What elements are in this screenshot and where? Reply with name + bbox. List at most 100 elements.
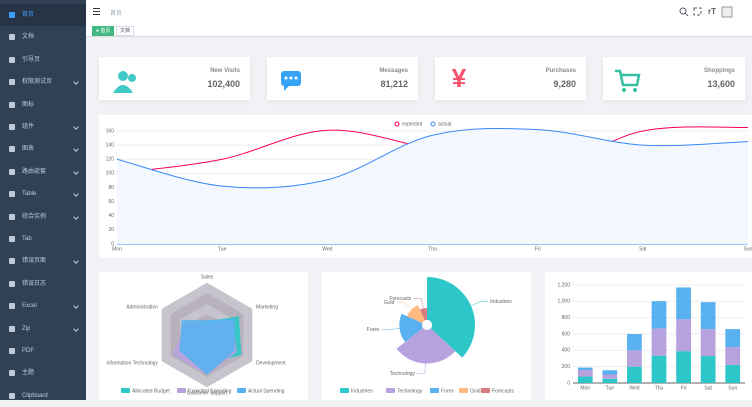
bar-segment: [577, 367, 593, 371]
legend-label: Gold: [470, 388, 481, 394]
line: [116, 127, 749, 189]
menu-item[interactable]: 错误页面: [0, 250, 86, 272]
menu-icon: [9, 213, 15, 220]
menu-icon: [9, 325, 15, 332]
fullscreen-icon[interactable]: [693, 7, 702, 16]
area: [117, 128, 748, 244]
card-value: 13,600: [707, 79, 735, 89]
stat-card: New Visits 102,400: [99, 57, 250, 100]
menu-item[interactable]: Table: [0, 183, 86, 205]
pie-slice: [399, 313, 424, 342]
menu-label: 权限测试页: [22, 79, 53, 86]
menu-item[interactable]: 路由嵌套: [0, 161, 86, 183]
menu-icon: [9, 79, 15, 86]
y-tick-label: 140: [106, 142, 115, 148]
navbar: 首页 rT: [86, 0, 752, 24]
pie-slice: [419, 307, 427, 321]
tag[interactable]: 文档: [116, 26, 135, 36]
avatar[interactable]: [721, 6, 733, 18]
breadcrumb: 首页: [110, 11, 123, 17]
menu-item[interactable]: 图标: [0, 94, 86, 116]
menu-arrow: [73, 191, 79, 198]
line-chart: 0 20 40 60 80 100 120 140 160 Mon Tue Wed Thu Fri Sat S…: [106, 121, 752, 252]
slice-label: Technology: [390, 371, 416, 377]
pie-chart: Industries Industries Technology Technology…: [340, 277, 514, 394]
menu-label: 图标: [22, 101, 35, 108]
y-tick-label: 400: [562, 348, 571, 354]
menu-icon: [9, 124, 15, 130]
legend-marker: [481, 388, 490, 393]
x-tick-label: Thu: [655, 385, 664, 391]
legend-marker: [386, 388, 395, 393]
menu-item[interactable]: 引导页: [0, 49, 86, 71]
menu-icon: [9, 168, 15, 175]
menu-arrow: [73, 168, 79, 175]
menu-label: 路由嵌套: [22, 168, 47, 175]
x-tick-label: Tue: [218, 246, 227, 252]
label-line: [413, 298, 424, 309]
bar-segment: [602, 378, 618, 383]
menu-label: 错误页面: [22, 258, 47, 265]
y-tick-label: 800: [562, 315, 571, 321]
hamburger[interactable]: [93, 8, 100, 9]
y-tick-label: 40: [108, 213, 114, 219]
menu-item[interactable]: 文档: [0, 26, 86, 48]
menu-item[interactable]: 图表: [0, 138, 86, 160]
menu-item[interactable]: 组件: [0, 116, 86, 138]
menu-label: Excel: [22, 303, 37, 310]
card-icon: [113, 71, 136, 93]
bar-segment: [602, 374, 618, 379]
menu-icon: [9, 280, 15, 287]
tag-label: 首页: [100, 28, 111, 34]
card-label: Messages: [379, 68, 408, 74]
menu-item[interactable]: Excel: [0, 295, 86, 317]
menu-arrow: [73, 146, 79, 153]
label-line: [416, 363, 426, 374]
legend-label: Technology: [397, 388, 423, 394]
menu-item[interactable]: Tab: [0, 228, 86, 250]
menu-arrow: [73, 79, 79, 86]
line-panel: 0 20 40 60 80 100 120 140 160 Mon Tue Wed Thu Fri Sat S…: [99, 115, 752, 258]
tag[interactable]: ● 首页: [92, 26, 115, 36]
menu-label: 组件: [22, 124, 35, 130]
menu-item[interactable]: PDF: [0, 340, 86, 362]
bar-segment: [725, 329, 741, 348]
menu-item[interactable]: 错误日志: [0, 273, 86, 295]
card-label: New Visits: [210, 68, 240, 74]
bar-segment: [676, 319, 691, 352]
card-value: 9,280: [553, 79, 576, 89]
menu-label: Clipboard: [22, 392, 48, 399]
menu-icon: [9, 348, 15, 354]
legend-label: Forex: [441, 388, 454, 394]
menu-item[interactable]: 权限测试页: [0, 71, 86, 93]
menu-item[interactable]: Zip: [0, 318, 86, 340]
x-tick-label: Sat: [639, 246, 647, 252]
bar-segment: [627, 366, 642, 383]
card-label: Purchases: [545, 68, 576, 74]
x-tick-label: Wed: [629, 385, 639, 391]
bar-segment: [651, 355, 667, 383]
card-value: 102,400: [207, 79, 240, 89]
bar-segment: [651, 301, 667, 329]
menu-label: 主题: [22, 370, 35, 377]
size-icon[interactable]: rT: [708, 7, 716, 16]
menu-icon: [9, 146, 15, 153]
slice-label: Industries: [490, 299, 512, 305]
pie-hole: [422, 320, 432, 330]
menu-item[interactable]: 首页: [0, 4, 86, 26]
legend-marker: [121, 388, 130, 393]
menu-item[interactable]: 主题: [0, 362, 86, 384]
bar-segment: [700, 302, 716, 330]
menu-icon: [9, 303, 15, 310]
menu-icon: [9, 34, 15, 41]
radar-indicator: Marketing: [256, 304, 278, 310]
menu-arrow: [73, 325, 79, 332]
menu-item[interactable]: 综合实例: [0, 206, 86, 228]
menu-item[interactable]: Clipboard: [0, 385, 86, 407]
x-tick-label: Tue: [606, 385, 615, 391]
search-icon[interactable]: [679, 7, 687, 15]
menu-icon: [9, 191, 15, 198]
legend-label: Industries: [351, 388, 373, 394]
menu-icon: [9, 236, 15, 242]
